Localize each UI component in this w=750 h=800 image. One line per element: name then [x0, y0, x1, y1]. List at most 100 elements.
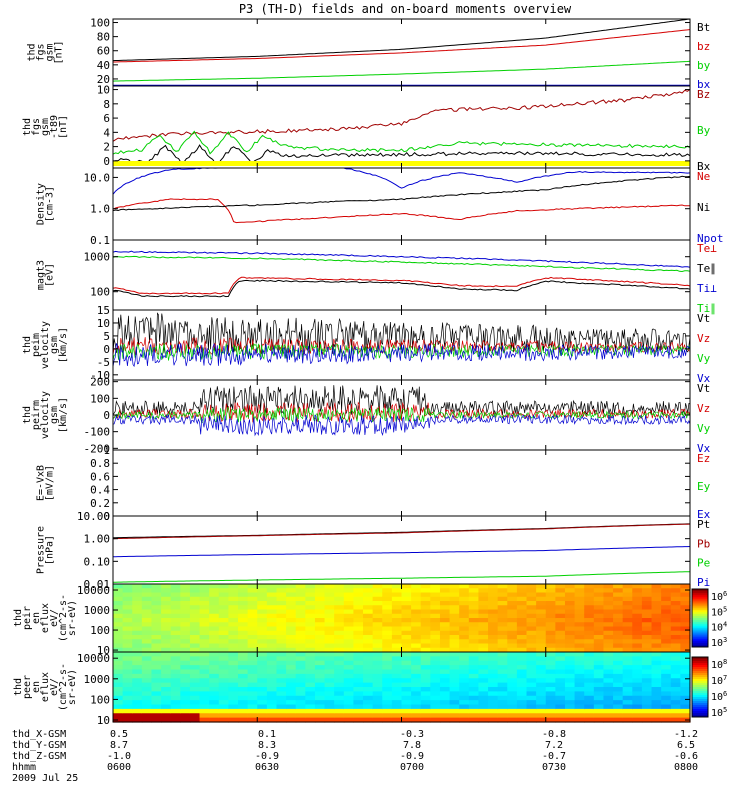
- y-axis-label-line: magt3: [36, 260, 47, 290]
- heatmap-cell: [564, 669, 576, 675]
- heatmap-cell: [680, 596, 691, 602]
- heatmap-cell: [584, 609, 595, 615]
- heatmap-cell: [439, 613, 451, 619]
- heatmap-cell: [266, 626, 278, 632]
- heatmap-cell: [266, 635, 278, 640]
- heatmap-cell: [622, 687, 633, 692]
- heatmap-cell: [295, 639, 306, 645]
- heatmap-cell: [132, 596, 143, 602]
- heatmap-cell: [286, 605, 297, 611]
- heatmap-cell: [324, 691, 335, 697]
- heatmap-cell: [266, 601, 278, 606]
- heatmap-cell: [132, 669, 143, 675]
- heatmap-cell: [372, 605, 383, 611]
- heatmap-cell: [132, 618, 143, 623]
- heatmap-cell: [488, 717, 499, 723]
- heatmap-cell: [161, 622, 172, 628]
- heatmap-cell: [314, 601, 326, 606]
- heatmap-cell: [555, 687, 566, 692]
- heatmap-cell: [449, 682, 460, 688]
- y-axis-label-line: peir: [22, 606, 33, 630]
- heatmap-cell: [382, 704, 393, 710]
- heatmap-cell: [478, 626, 489, 632]
- heatmap-cell: [189, 700, 201, 706]
- heatmap-cell: [555, 647, 566, 653]
- heatmap-cell: [536, 613, 547, 619]
- heatmap-cell: [420, 691, 431, 697]
- heatmap-cell: [247, 592, 258, 598]
- heatmap-cell: [343, 643, 355, 649]
- heatmap-cell: [170, 665, 181, 671]
- heatmap-cell: [536, 630, 547, 636]
- heatmap-cell: [478, 639, 489, 645]
- heatmap-cell: [545, 601, 556, 606]
- heatmap-cell: [526, 656, 537, 662]
- heatmap-cell: [189, 656, 201, 662]
- heatmap-cell: [670, 700, 681, 706]
- heatmap-cell: [238, 613, 249, 619]
- heatmap-cell: [170, 691, 181, 697]
- heatmap-cell: [468, 592, 480, 598]
- heatmap-cell: [247, 656, 258, 662]
- y-axis-label-line: fgs: [31, 118, 42, 136]
- heatmap-cell: [680, 643, 691, 649]
- heatmap-cell: [641, 695, 653, 701]
- y-axis-label-line: thd: [22, 406, 33, 424]
- heatmap-cell: [218, 630, 229, 636]
- heatmap-cell: [180, 691, 191, 697]
- heatmap-cell: [180, 639, 191, 645]
- heatmap-cell: [189, 717, 201, 723]
- colorbar-step: [692, 641, 708, 644]
- heatmap-cell: [430, 660, 441, 666]
- heatmap-cell: [468, 601, 480, 606]
- heatmap-cell: [526, 691, 537, 697]
- eph-x-0: 0.5: [109, 729, 129, 740]
- heatmap-cell: [218, 682, 229, 688]
- heatmap-cell: [613, 682, 624, 688]
- heatmap-cell: [161, 660, 172, 666]
- heatmap-cell: [439, 687, 451, 692]
- heatmap-cell: [180, 695, 191, 701]
- heatmap-cell: [584, 700, 595, 706]
- heatmap-cell: [584, 643, 595, 649]
- heatmap-cell: [555, 652, 566, 657]
- y-tick-label: 10000: [77, 652, 110, 665]
- heatmap-cell: [420, 626, 431, 632]
- heatmap-cell: [161, 588, 172, 594]
- heatmap-cell: [151, 678, 162, 684]
- colorbar-step: [692, 663, 708, 666]
- heatmap-cell: [305, 605, 316, 611]
- heatmap-cell: [266, 700, 278, 706]
- heatmap-cell: [151, 713, 162, 719]
- heatmap-cell: [420, 643, 431, 649]
- heatmap-cell: [286, 609, 297, 615]
- heatmap-cell: [488, 669, 499, 675]
- heatmap-cell: [382, 687, 393, 692]
- heatmap-cell: [603, 622, 614, 628]
- heatmap-cell: [113, 613, 124, 619]
- series-line-By: [112, 130, 691, 155]
- eph-y-1: 8.3: [257, 740, 277, 751]
- heatmap-cell: [497, 687, 508, 692]
- heatmap-cell: [113, 622, 124, 628]
- heatmap-cell: [199, 596, 210, 602]
- heatmap-cell: [305, 665, 316, 671]
- heatmap-cell: [161, 613, 172, 619]
- y-axis-label-line: [km/s]: [58, 397, 69, 433]
- heatmap-cell: [247, 609, 258, 615]
- heatmap-cell: [661, 687, 672, 692]
- heatmap-cell: [247, 605, 258, 611]
- heatmap-cell: [122, 630, 133, 636]
- colorbar-tick-label: 103: [711, 636, 727, 649]
- heatmap-cell: [468, 622, 480, 628]
- heatmap-cell: [286, 665, 297, 671]
- heatmap-cell: [286, 704, 297, 710]
- heatmap-cell: [324, 708, 335, 714]
- heatmap-cell: [641, 613, 653, 619]
- heatmap-cell: [353, 687, 364, 692]
- y-axis-label-line: sr-eV): [67, 669, 78, 705]
- heatmap-cell: [334, 691, 345, 697]
- heatmap-cell: [651, 609, 662, 615]
- heatmap-cell: [526, 584, 537, 589]
- heatmap-cell: [295, 630, 306, 636]
